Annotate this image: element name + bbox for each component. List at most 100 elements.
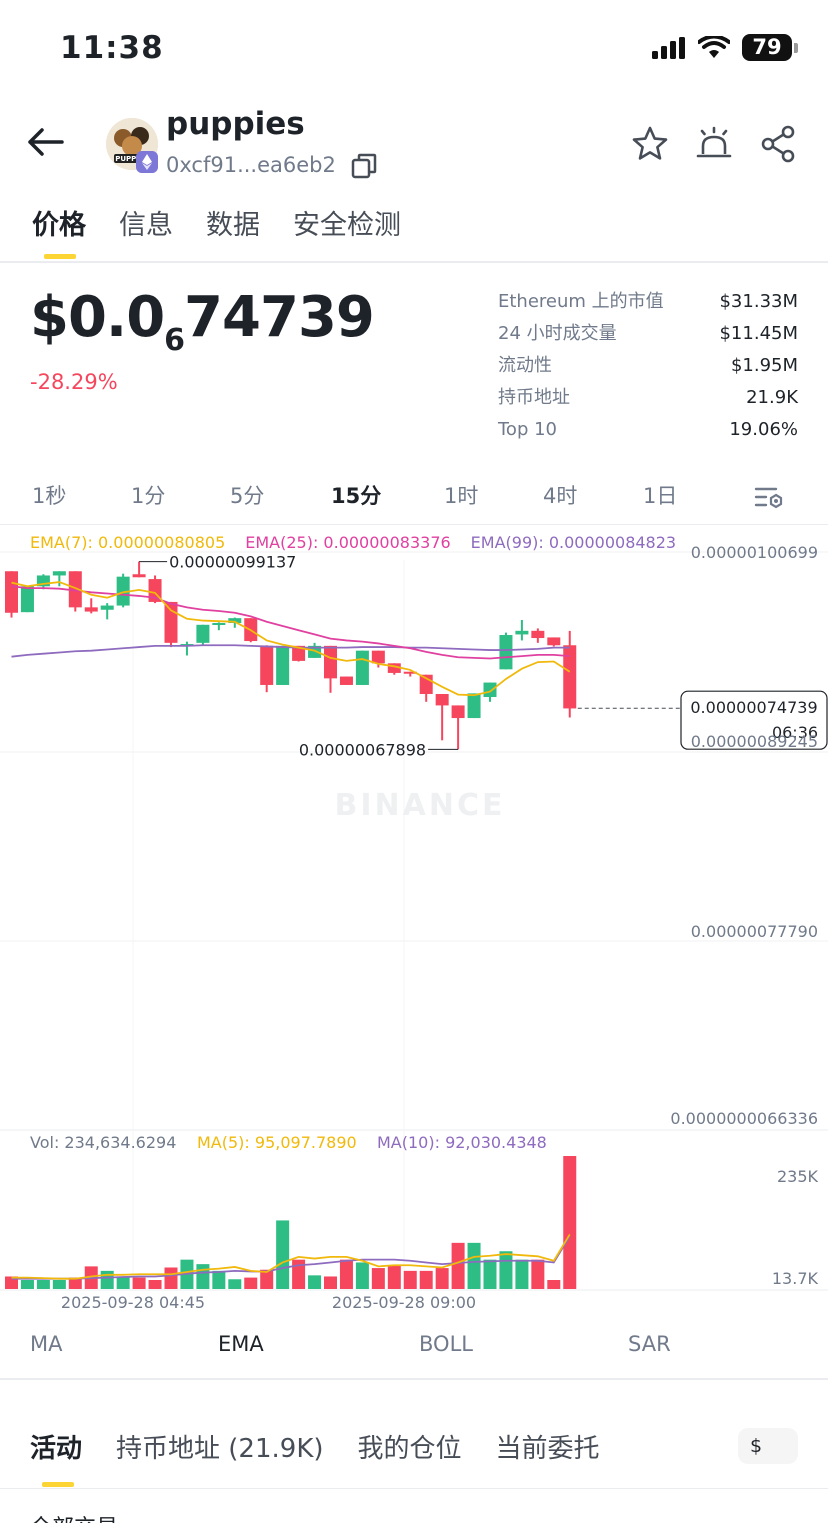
divider — [0, 261, 828, 263]
candle-body — [100, 605, 114, 610]
interval-1d[interactable]: 1日 — [643, 484, 678, 508]
currency-toggle[interactable]: $ — [738, 1428, 798, 1464]
tab-activity[interactable]: 活动 — [30, 1434, 83, 1464]
interval-1s[interactable]: 1秒 — [32, 484, 67, 508]
back-arrow-icon[interactable] — [24, 122, 68, 162]
volume-bar — [547, 1280, 561, 1289]
volume-ma10-line — [11, 1235, 571, 1280]
stat-value: 21.9K — [746, 387, 798, 408]
tab-open-orders[interactable]: 当前委托 — [495, 1434, 600, 1464]
indicator-sar[interactable]: SAR — [628, 1332, 671, 1356]
candle-body — [228, 618, 242, 623]
tab-my-positions[interactable]: 我的仓位 — [357, 1434, 462, 1464]
volume-bar — [451, 1242, 465, 1289]
volume-bar — [292, 1259, 306, 1289]
battery-indicator: 79 — [742, 34, 798, 61]
stat-value: $31.33M — [719, 291, 798, 312]
star-icon[interactable] — [630, 124, 670, 164]
stat-label: 流动性 — [498, 355, 552, 376]
volume-bar — [308, 1275, 322, 1289]
interval-5m[interactable]: 5分 — [230, 484, 265, 508]
volume-axis-label: 13.7K — [772, 1269, 819, 1288]
volume-bar — [20, 1280, 34, 1289]
candle-body — [547, 637, 561, 646]
volume-bar — [212, 1270, 226, 1289]
candle-body — [164, 601, 178, 643]
token-address: 0xcf91...ea6eb2 — [166, 153, 336, 177]
candle-body — [483, 682, 497, 698]
share-icon[interactable] — [758, 124, 798, 164]
candle-body — [435, 693, 449, 706]
volume-bar — [435, 1268, 449, 1289]
interval-15m[interactable]: 15分 — [331, 484, 382, 508]
chart-settings-icon[interactable] — [754, 483, 786, 511]
volume-bar — [324, 1276, 337, 1289]
volume-bar — [228, 1279, 242, 1289]
ema25-line — [11, 585, 570, 660]
price-change: -28.29% — [30, 370, 118, 394]
candle-body — [68, 571, 82, 608]
volume-bar — [148, 1280, 162, 1289]
tab-price[interactable]: 价格 — [32, 210, 86, 241]
tab-data[interactable]: 数据 — [206, 210, 260, 241]
candle-body — [276, 645, 290, 685]
volume-value: Vol: 234,634.6294 — [30, 1133, 176, 1152]
stat-label: Top 10 — [498, 419, 558, 440]
candle-body — [403, 671, 417, 674]
countdown-label: 06:36 — [772, 723, 818, 742]
active-tab-indicator — [44, 254, 76, 259]
tab-security[interactable]: 安全检测 — [293, 210, 401, 241]
stat-row: Top 10 19.06% — [498, 416, 798, 448]
price-alert-icon[interactable] — [694, 124, 734, 164]
stat-label: 持币地址 — [498, 387, 570, 408]
indicator-boll[interactable]: BOLL — [419, 1332, 473, 1356]
divider — [0, 1378, 828, 1380]
ethereum-icon — [136, 151, 158, 173]
copy-icon[interactable] — [350, 152, 378, 180]
interval-1m[interactable]: 1分 — [131, 484, 166, 508]
stat-value: $11.45M — [719, 323, 798, 344]
candle-body — [467, 693, 481, 719]
tab-info[interactable]: 信息 — [119, 210, 173, 241]
ema99-value: EMA(99): 0.00000084823 — [470, 533, 677, 552]
candle-body — [339, 676, 353, 685]
candle-body — [52, 571, 66, 576]
candle-body — [563, 645, 577, 709]
volume-bar — [515, 1259, 529, 1289]
candle-body — [308, 645, 322, 658]
tab-holders[interactable]: 持币地址 (21.9K) — [116, 1434, 324, 1464]
activity-tabs: 活动 持币地址 (21.9K) 我的仓位 当前委托 — [30, 1428, 634, 1465]
stat-row: 持币地址 21.9K — [498, 384, 798, 416]
volume-bar — [196, 1264, 210, 1289]
volume-bar — [52, 1280, 66, 1289]
volume-bar — [116, 1276, 130, 1289]
volume-ma5-value: MA(5): 95,097.7890 — [197, 1133, 357, 1152]
stat-row: Ethereum 上的市值 $31.33M — [498, 288, 798, 320]
interval-1h[interactable]: 1时 — [444, 484, 479, 508]
volume-bar — [260, 1269, 274, 1289]
volume-bar — [355, 1262, 369, 1289]
ema7-value: EMA(7): 0.00000080805 — [30, 533, 226, 552]
volume-ma10-value: MA(10): 92,030.4348 — [377, 1133, 547, 1152]
all-trades-label[interactable]: 全部交易 — [30, 1510, 118, 1523]
candle-body — [499, 635, 513, 670]
candle-body — [371, 650, 385, 664]
ema25-value: EMA(25): 0.00000083376 — [245, 533, 451, 552]
volume-bar — [483, 1259, 497, 1289]
price-chart[interactable]: BINANCE 0.00000099137 0.00000067898 0.00000… — [0, 0, 828, 1320]
volume-axis-label: 235K — [777, 1167, 819, 1186]
stat-row: 24 小时成交量 $11.45M — [498, 320, 798, 352]
volume-bar — [244, 1277, 258, 1289]
interval-4h[interactable]: 4时 — [543, 484, 578, 508]
indicator-ema[interactable]: EMA — [218, 1332, 264, 1356]
indicator-ma[interactable]: MA — [30, 1332, 63, 1356]
price-digits: 74739 — [184, 285, 375, 350]
time-axis-label: 2025-09-28 09:00 — [332, 1293, 476, 1312]
signal-icon — [652, 36, 685, 59]
volume-bar — [499, 1251, 513, 1289]
puppies-logo-text: PUPPIES — [115, 155, 149, 163]
candle-body — [292, 645, 306, 661]
volume-bar — [403, 1270, 417, 1289]
wifi-icon — [698, 35, 730, 58]
candle-body — [212, 622, 226, 625]
